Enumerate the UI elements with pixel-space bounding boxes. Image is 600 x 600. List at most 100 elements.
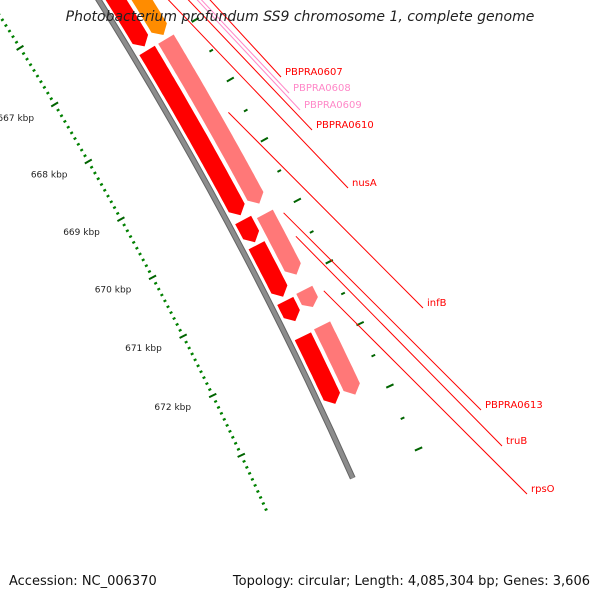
scale-minor-tick [112, 205, 117, 210]
scale-minor-tick [250, 477, 255, 482]
scale-minor-tick [144, 264, 149, 268]
scale-tick-label: 669 kbp [63, 228, 100, 238]
gene-feature [105, 0, 149, 47]
gene-rpso [296, 285, 318, 307]
scale-minor-tick [156, 287, 161, 291]
label-leader-line [167, 0, 349, 189]
outer-tick [309, 230, 314, 234]
scale-minor-tick [76, 142, 81, 147]
gene-feature [294, 332, 340, 404]
scale-minor-tick [264, 507, 268, 512]
outer-tick [226, 76, 235, 83]
gene-infb [158, 34, 264, 204]
scale-minor-tick [32, 68, 36, 73]
scale-minor-tick [115, 211, 120, 216]
scale-minor-tick [222, 417, 227, 422]
scale-minor-tick [228, 429, 232, 433]
scale-minor-tick [199, 370, 203, 374]
scale-minor-tick [79, 148, 84, 152]
scale-minor-tick [14, 40, 19, 45]
scale-minor-tick [219, 411, 224, 416]
outer-tick [293, 197, 302, 204]
scale-minor-tick [245, 465, 249, 469]
gene-feature [314, 321, 360, 395]
scale-minor-tick [242, 459, 246, 463]
scale-minor-tick [225, 423, 229, 427]
scale-minor-tick [141, 258, 146, 262]
genome-summary-label: Topology: circular; Length: 4,085,304 bp… [232, 574, 590, 589]
scale-minor-tick [56, 108, 60, 112]
scale-minor-tick [106, 194, 110, 198]
scale-minor-tick [35, 74, 40, 78]
scale-minor-tick [45, 91, 50, 95]
scale-major-tick [116, 216, 125, 222]
scale-tick-label: 671 kbp [125, 344, 162, 354]
scale-major-tick [237, 452, 246, 458]
scale-minor-tick [169, 310, 173, 315]
scale-minor-tick [122, 223, 126, 227]
scale-minor-tick [135, 246, 139, 250]
outer-tick [400, 416, 405, 420]
scale-minor-tick [253, 483, 257, 488]
scale-minor-tick [125, 229, 130, 233]
scale-minor-tick [11, 34, 15, 39]
label-leader-line [209, 0, 282, 78]
outer-tick [414, 446, 423, 452]
scale-minor-tick [128, 234, 133, 239]
label-leader-line [283, 212, 482, 411]
label-leader-line [323, 290, 528, 495]
gene-trub [256, 209, 301, 275]
scale-minor-tick [28, 63, 33, 67]
scale-minor-tick [233, 441, 238, 445]
outer-tick [277, 169, 282, 173]
scale-major-tick [179, 333, 188, 339]
scale-minor-tick [207, 387, 212, 392]
scale-minor-tick [73, 136, 77, 141]
gene-label-pbpra0610: PBPRA0610 [316, 120, 374, 131]
scale-major-tick [16, 44, 24, 51]
gene-label-pbpra0607: PBPRA0607 [285, 67, 343, 78]
scale-minor-tick [205, 381, 209, 386]
gene-feature [277, 296, 300, 322]
scale-minor-tick [21, 51, 26, 56]
scale-minor-tick [193, 358, 197, 362]
outer-tick [208, 48, 214, 53]
scale-minor-tick [25, 57, 29, 61]
scale-minor-tick [7, 29, 12, 33]
gene-nusa [131, 0, 167, 35]
scale-tick-label: 670 kbp [95, 286, 132, 296]
scale-minor-tick [4, 23, 8, 28]
scale-minor-tick [160, 293, 164, 297]
accession-label: Accession: NC_006370 [9, 574, 157, 589]
scale-minor-tick [93, 171, 97, 175]
scale-tick-label: 672 kbp [154, 403, 191, 413]
scale-minor-tick [96, 177, 101, 181]
scale-minor-tick [66, 125, 71, 129]
scale-minor-tick [138, 252, 142, 256]
label-leader-line [196, 0, 301, 111]
outer-tick [385, 383, 394, 389]
scale-tick-label: 668 kbp [31, 171, 68, 181]
scale-minor-tick [39, 80, 43, 84]
scale-minor-tick [175, 322, 179, 327]
scale-minor-tick [59, 114, 64, 118]
scale-minor-tick [256, 489, 260, 494]
gene-feature [139, 45, 245, 216]
gene-label-nusa: nusA [352, 178, 377, 189]
scale-minor-tick [147, 269, 152, 274]
scale-minor-tick [102, 188, 107, 192]
scale-minor-tick [216, 405, 221, 410]
map-title: Photobacterium profundum SS9 chromosome … [65, 9, 535, 25]
scale-minor-tick [202, 376, 206, 380]
scale-minor-tick [236, 447, 241, 451]
scale-minor-tick [153, 281, 158, 285]
scale-minor-tick [172, 316, 176, 321]
gene-label-pbpra0608: PBPRA0608 [293, 83, 351, 94]
outer-tick [371, 353, 376, 358]
outer-tick [340, 291, 346, 296]
gene-label-trub: truB [506, 436, 527, 447]
scale-major-tick [148, 274, 157, 281]
scale-minor-tick [213, 399, 218, 404]
